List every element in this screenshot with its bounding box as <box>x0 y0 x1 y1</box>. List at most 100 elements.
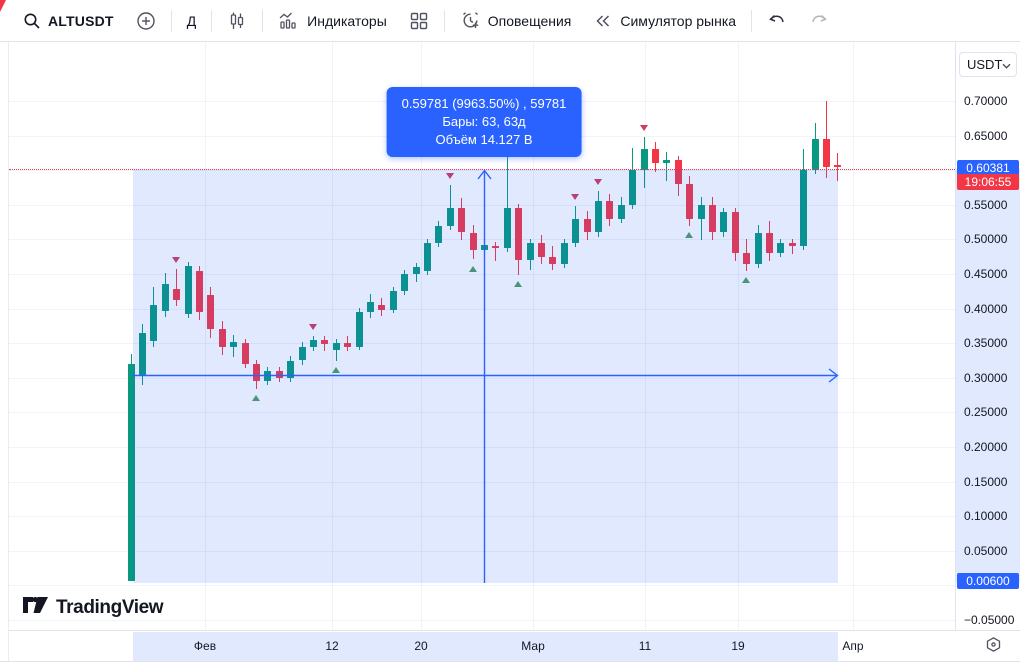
candle-body <box>355 312 363 347</box>
gridline-vertical <box>853 42 854 630</box>
time-tick-label: Апр <box>842 639 864 653</box>
gridline-vertical <box>332 42 333 630</box>
tradingview-logo-icon <box>22 594 48 621</box>
plus-circle-icon <box>136 11 156 31</box>
market-simulator-button[interactable]: Симулятор рынка <box>582 4 747 38</box>
candle-body <box>150 305 158 342</box>
top-toolbar: ALTUSDT Д Индикаторы <box>0 0 1020 42</box>
candle-body <box>173 289 181 301</box>
candle-body <box>332 343 340 351</box>
candle-body <box>503 208 511 248</box>
candle-body <box>572 218 580 243</box>
candle-body <box>731 211 739 254</box>
symbol-label: ALTUSDT <box>48 12 114 29</box>
price-tick-label: 0.55000 <box>964 197 1008 212</box>
candle-body <box>264 370 272 382</box>
chart-style-button[interactable] <box>216 4 258 38</box>
chart-plot[interactable]: 0.59781 (9963.50%) , 59781 Бары: 63, 63д… <box>9 42 955 630</box>
candle-body <box>834 165 842 168</box>
buy-marker-icon <box>685 232 694 239</box>
chart-settings-button[interactable] <box>982 637 1004 657</box>
measure-start-price-badge: 0.00600 <box>957 573 1019 590</box>
price-tick-label: 0.50000 <box>964 232 1008 247</box>
indicator-templates-button[interactable] <box>398 4 440 38</box>
search-icon <box>23 12 41 30</box>
price-tick-label: 0.35000 <box>964 336 1008 351</box>
tradingview-logo[interactable]: TradingView <box>22 594 164 621</box>
time-tick-label: Мар <box>521 639 545 653</box>
time-tick-label: 19 <box>731 639 745 653</box>
buy-marker-icon <box>331 367 340 374</box>
candle-body <box>686 184 694 219</box>
candle-body <box>594 201 602 233</box>
candle-body <box>629 170 637 205</box>
gridline-horizontal <box>9 308 955 310</box>
corner-record-flag <box>0 0 6 12</box>
candle-body <box>743 253 751 264</box>
measure-tooltip: 0.59781 (9963.50%) , 59781 Бары: 63, 63д… <box>386 87 582 157</box>
candle-body <box>754 232 762 264</box>
gridline-horizontal <box>9 343 955 345</box>
symbol-search-button[interactable]: ALTUSDT <box>12 4 125 38</box>
simulator-label: Симулятор рынка <box>620 12 737 29</box>
gridline-vertical <box>533 42 534 630</box>
time-axis[interactable]: Фев 12 20 Мар 11 19 Апр <box>0 630 1020 661</box>
sell-marker-icon <box>172 256 181 263</box>
indicators-icon <box>278 11 300 31</box>
toolbar-separator <box>211 9 213 32</box>
candle-body <box>617 204 625 219</box>
candle-wick <box>506 157 508 252</box>
buy-marker-icon <box>251 394 260 401</box>
currency-select[interactable]: USDT <box>959 52 1017 77</box>
gridline-vertical <box>421 42 422 630</box>
candle-wick <box>176 268 178 306</box>
candle-wick <box>837 152 839 182</box>
indicators-button[interactable]: Индикаторы <box>267 4 398 38</box>
candle-body <box>765 232 773 254</box>
candle-body <box>401 274 409 292</box>
gear-icon <box>985 636 1002 658</box>
compare-add-symbol-button[interactable] <box>125 4 167 38</box>
redo-button[interactable] <box>798 4 840 38</box>
undo-arrow-icon <box>767 13 787 29</box>
candle-body <box>674 159 682 184</box>
time-tick-label: 11 <box>638 639 652 653</box>
gridline-horizontal <box>9 239 955 241</box>
candle-body <box>788 242 796 247</box>
indicators-label: Индикаторы <box>307 12 387 29</box>
price-tick-label: 0.45000 <box>964 267 1008 281</box>
current-price-line <box>9 169 955 170</box>
bar-countdown-badge: 19:06:55 <box>957 174 1019 191</box>
candle-wick <box>791 238 793 254</box>
toolbar-separator <box>262 9 264 32</box>
candle-body <box>378 305 386 310</box>
candle-body <box>822 139 830 167</box>
buy-marker-icon <box>514 281 523 288</box>
time-tick-label: 12 <box>325 639 339 653</box>
candle-body <box>138 332 146 376</box>
candle-body <box>515 208 523 261</box>
undo-button[interactable] <box>756 4 798 38</box>
candle-body <box>309 339 317 347</box>
candle-body <box>560 242 568 264</box>
drawing-toolbar-collapsed[interactable] <box>0 42 9 661</box>
candle-body <box>321 339 329 345</box>
price-tick-label: 0.05000 <box>964 543 1008 558</box>
candle-body <box>298 346 306 361</box>
alerts-button[interactable]: Оповещения <box>449 4 583 38</box>
sell-marker-icon <box>308 323 317 330</box>
price-tick-label: 0.30000 <box>964 370 1008 385</box>
candle-body <box>526 242 534 261</box>
price-tick-label: 0.10000 <box>964 509 1008 524</box>
measure-price-change: 0.59781 (9963.50%) , 59781 <box>401 96 567 111</box>
candle-body <box>195 270 203 312</box>
measure-bars-count: Бары: 63, 63д <box>442 114 526 129</box>
interval-button[interactable]: Д <box>176 4 207 38</box>
sell-marker-icon <box>571 194 580 201</box>
toolbar-separator <box>751 9 753 32</box>
candle-body <box>230 341 238 347</box>
price-axis[interactable]: USDT 0.70000 0.65000 0.55000 0.50000 0.45000… <box>955 42 1020 630</box>
gridline-vertical <box>205 42 206 630</box>
candle-wick <box>700 197 702 241</box>
